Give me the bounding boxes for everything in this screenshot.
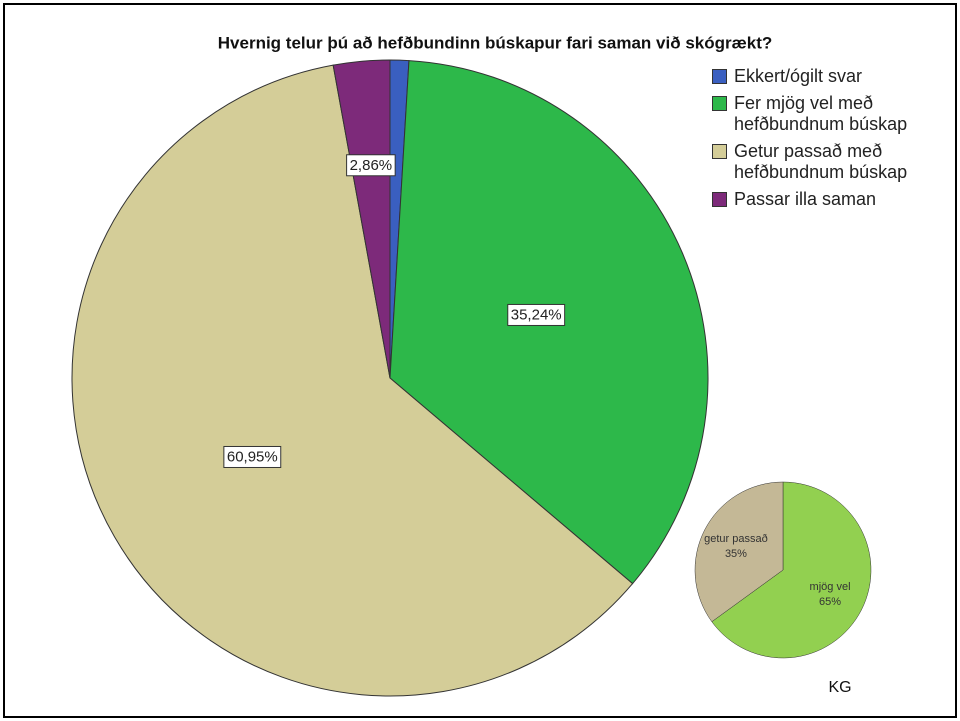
data-label-group: 2,86%: [346, 154, 396, 177]
data-label: 60,95%: [227, 448, 278, 465]
legend-swatch: [712, 96, 727, 111]
legend-label: Ekkert/ógilt svar: [734, 66, 863, 86]
frame: [3, 3, 957, 718]
data-label-box: [223, 445, 282, 468]
pie-slice: [71, 64, 634, 697]
legend-label: Getur passað með hefðbundnum búskap: [734, 141, 908, 182]
pie-slice: [332, 59, 391, 379]
legend-swatch: [712, 144, 727, 159]
data-label: 65%: [819, 596, 841, 608]
data-label: 35%: [725, 548, 747, 560]
chart-title: Hvernig telur þú að hefðbundinn búskapur…: [218, 33, 772, 52]
legend-swatch: [712, 192, 727, 207]
legend-item: Getur passað með hefðbundnum búskap: [712, 141, 912, 183]
legend-item: Fer mjög vel með hefðbundnum búskap: [712, 93, 912, 135]
data-label-group: 60,95%: [223, 445, 282, 468]
data-label: 35,24%: [511, 306, 562, 323]
legend-item: Ekkert/ógilt svar: [712, 66, 912, 87]
legend: Ekkert/ógilt svar Fer mjög vel með hefðbu…: [712, 66, 912, 216]
data-label-box: [507, 303, 566, 326]
slice-label: mjög vel: [810, 581, 851, 593]
data-label-group: 35,24%: [507, 303, 566, 326]
data-label-box: [346, 154, 396, 177]
pie-slice: [694, 481, 784, 623]
slice-label: getur passað: [704, 533, 768, 545]
legend-swatch: [712, 69, 727, 84]
legend-item: Passar illa saman: [712, 189, 912, 210]
data-label: 2,86%: [350, 157, 393, 174]
legend-label: Passar illa saman: [734, 189, 877, 209]
legend-label: Fer mjög vel með hefðbundnum búskap: [734, 93, 908, 134]
pie-slice: [711, 481, 872, 659]
annotation: KG: [828, 679, 851, 696]
